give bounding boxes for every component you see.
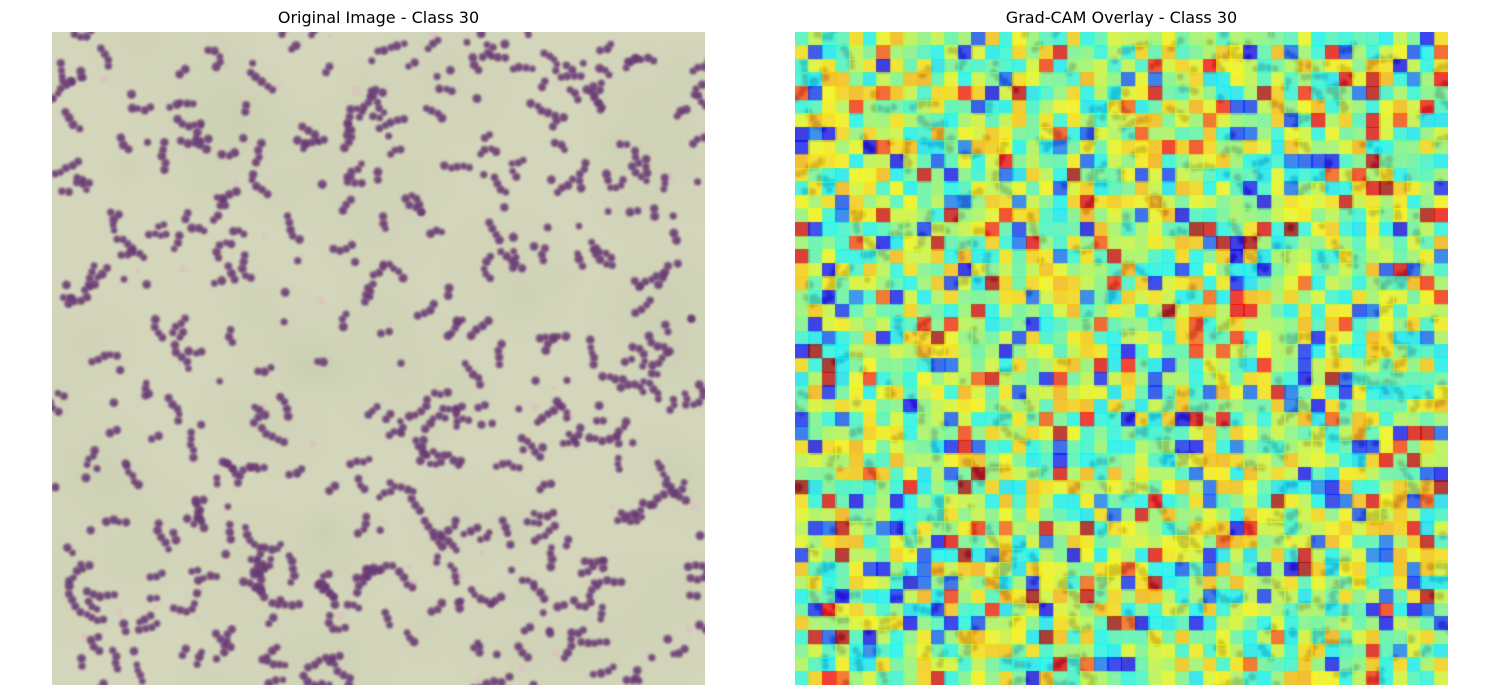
gradcam-overlay-title: Grad-CAM Overlay - Class 30 xyxy=(1005,8,1238,27)
original-microscopy-image xyxy=(52,32,705,685)
gradcam-heatmap-overlay xyxy=(795,32,1448,685)
original-image-title: Original Image - Class 30 xyxy=(277,8,480,27)
